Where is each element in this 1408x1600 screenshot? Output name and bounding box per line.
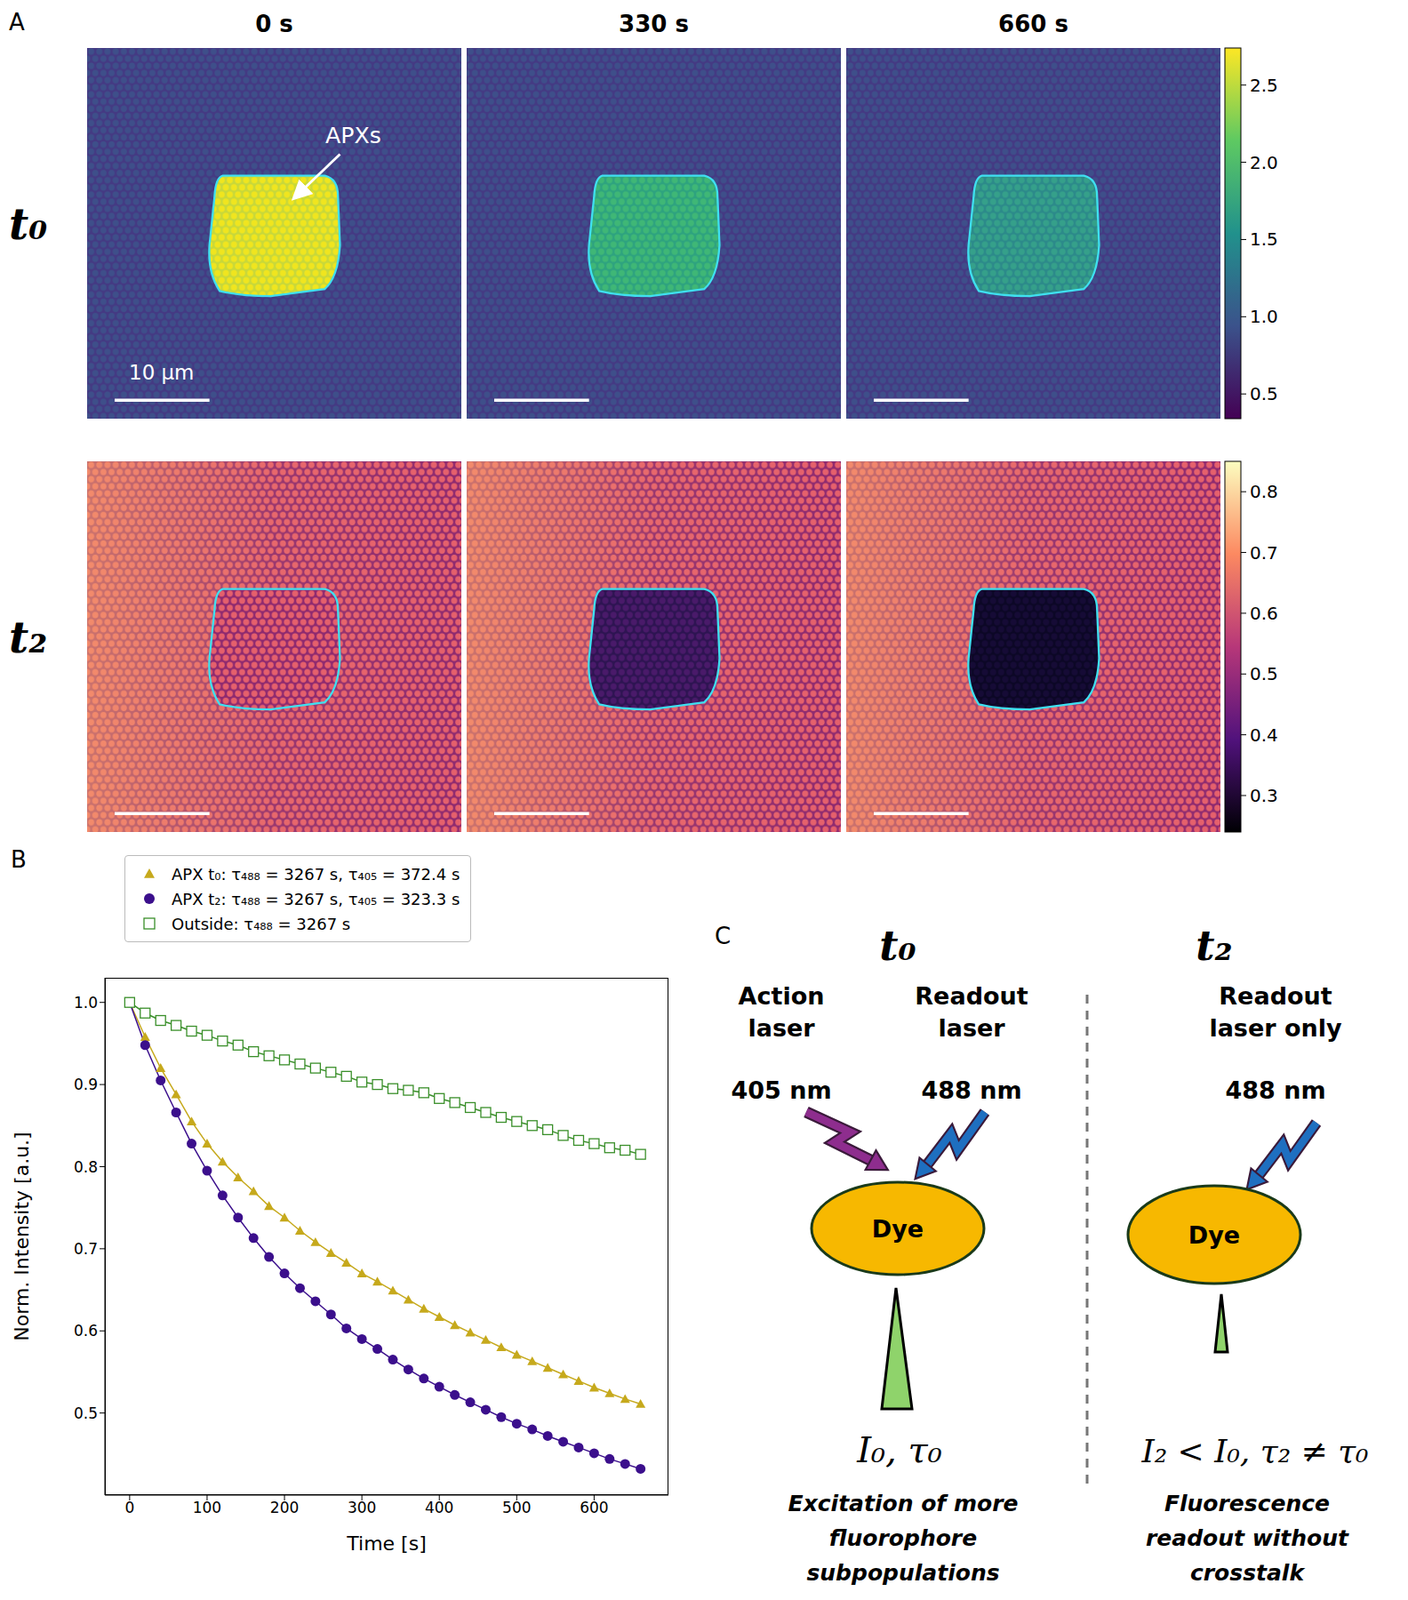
- html-text:B: B: [10, 846, 27, 873]
- svg-text:488 nm: 488 nm: [920, 1076, 1022, 1104]
- svg-text:Dye: Dye: [872, 1215, 924, 1243]
- html-text:0 s: 0 s: [255, 10, 294, 38]
- svg-text:0.5: 0.5: [1249, 383, 1279, 405]
- svg-text:0.8: 0.8: [73, 1158, 98, 1176]
- svg-text:0.6: 0.6: [1249, 602, 1279, 624]
- svg-text:readout without: readout without: [1145, 1525, 1350, 1552]
- svg-text:Fluorescence: Fluorescence: [1164, 1490, 1330, 1517]
- svg-text:2.0: 2.0: [1249, 152, 1279, 174]
- svg-text:I₂ < I₀, τ₂ ≠ τ₀: I₂ < I₀, τ₂ ≠ τ₀: [1141, 1432, 1369, 1470]
- svg-text:0.9: 0.9: [73, 1075, 98, 1094]
- svg-text:Readout: Readout: [1218, 982, 1332, 1010]
- svg-text:Excitation of more: Excitation of more: [788, 1490, 1019, 1517]
- svg-text:0.7: 0.7: [73, 1240, 98, 1258]
- svg-text:0.7: 0.7: [1249, 542, 1279, 564]
- svg-text:0.4: 0.4: [1249, 724, 1279, 746]
- svg-text:500: 500: [502, 1498, 531, 1517]
- svg-text:Time [s]: Time [s]: [345, 1532, 426, 1555]
- svg-text:C: C: [714, 922, 731, 950]
- svg-text:2.5: 2.5: [1249, 74, 1279, 96]
- svg-text:300: 300: [347, 1498, 376, 1517]
- svg-text:0.5: 0.5: [73, 1404, 98, 1423]
- svg-text:200: 200: [270, 1498, 299, 1517]
- svg-text:0.3: 0.3: [1249, 784, 1279, 807]
- svg-text:10 µm: 10 µm: [128, 360, 194, 384]
- svg-text:1.0: 1.0: [1249, 305, 1279, 328]
- svg-text:laser: laser: [747, 1014, 816, 1042]
- svg-text:I₀, τ₀: I₀, τ₀: [856, 1429, 942, 1471]
- svg-text:Dye: Dye: [1188, 1221, 1240, 1249]
- svg-text:t₂: t₂: [1195, 921, 1232, 970]
- svg-text:subpopulations: subpopulations: [806, 1560, 1000, 1586]
- svg-text:100: 100: [192, 1498, 222, 1517]
- svg-text:0.6: 0.6: [73, 1321, 98, 1340]
- svg-text:488 nm: 488 nm: [1224, 1076, 1326, 1104]
- svg-text:laser only: laser only: [1208, 1014, 1343, 1042]
- svg-text:600: 600: [579, 1498, 608, 1517]
- html-text:330 s: 330 s: [618, 10, 689, 38]
- svg-text:400: 400: [424, 1498, 454, 1517]
- svg-text:Readout: Readout: [914, 982, 1028, 1010]
- svg-text:1.5: 1.5: [1249, 228, 1279, 250]
- svg-text:fluorophore: fluorophore: [829, 1525, 977, 1552]
- svg-text:Norm. Intensity [a.u.]: Norm. Intensity [a.u.]: [10, 1131, 33, 1341]
- svg-text:405 nm: 405 nm: [730, 1076, 832, 1104]
- html-text:APX t₀: τ₄₈₈ = 3267 s, τ₄₀₅ =: APX t₀: τ₄₈₈ = 3267 s, τ₄₀₅ = 372.4 s: [171, 864, 460, 884]
- svg-text:0.8: 0.8: [1249, 480, 1279, 503]
- svg-text:Action: Action: [738, 982, 825, 1010]
- svg-text:crosstalk: crosstalk: [1190, 1560, 1305, 1586]
- html-text:t₀: t₀: [8, 199, 48, 249]
- svg-text:1.0: 1.0: [73, 993, 98, 1012]
- html-text:APX t₂: τ₄₈₈ = 3267 s, τ₄₀₅ =: APX t₂: τ₄₈₈ = 3267 s, τ₄₀₅ = 323.3 s: [171, 889, 460, 908]
- html-text:A: A: [8, 8, 25, 36]
- svg-text:APXs: APXs: [325, 122, 382, 149]
- svg-text:laser: laser: [937, 1014, 1006, 1042]
- html-text:660 s: 660 s: [998, 10, 1069, 38]
- svg-text:0: 0: [124, 1498, 135, 1517]
- html-text:Outside: τ₄₈₈ = 3267 s: Outside: τ₄₈₈ = 3267 s: [171, 914, 351, 933]
- svg-text:t₀: t₀: [879, 921, 916, 970]
- svg-text:0.5: 0.5: [1249, 663, 1279, 685]
- html-text:t₂: t₂: [8, 612, 48, 663]
